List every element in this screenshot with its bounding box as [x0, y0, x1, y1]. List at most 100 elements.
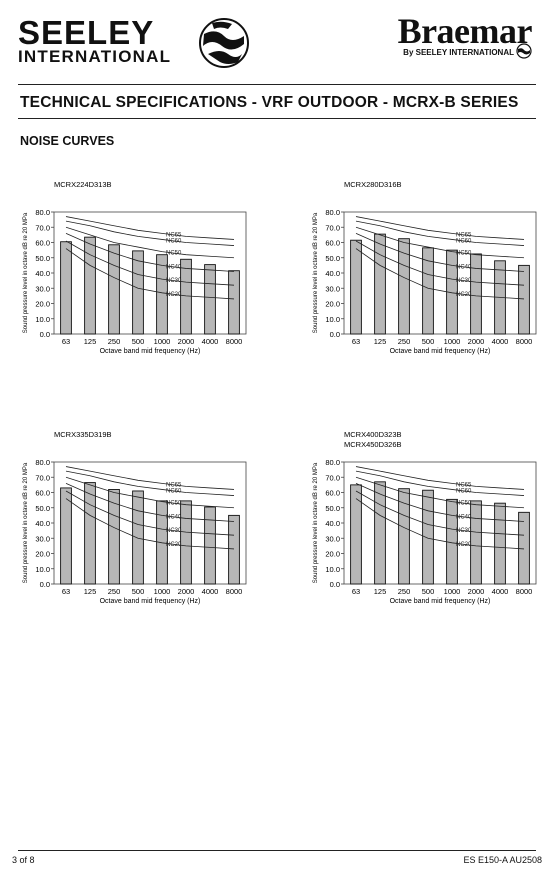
bar [108, 489, 120, 585]
x-tick-label: 2000 [468, 587, 485, 596]
x-tick-label: 8000 [516, 587, 533, 596]
nc-curve-label: NC60 [166, 238, 182, 244]
y-tick-label: 50.0 [35, 254, 50, 263]
title-rule [18, 118, 536, 119]
bar [84, 482, 96, 585]
y-tick-label: 40.0 [35, 269, 50, 278]
y-tick-label: 30.0 [325, 284, 340, 293]
y-tick-label: 10.0 [35, 315, 50, 324]
x-tick-label: 1000 [154, 587, 171, 596]
x-tick-label: 1000 [154, 337, 171, 346]
nc-curve [65, 226, 235, 259]
nc-curve [355, 490, 525, 536]
bar [350, 239, 362, 335]
bar [470, 500, 482, 585]
plot-frame [343, 211, 537, 335]
y-axis-label: Sound pressure level in octave dB re 20 … [313, 462, 319, 583]
nc-curve-label: NC40 [166, 514, 182, 520]
nc-curve [355, 240, 525, 286]
nc-curve-label: NC50 [456, 501, 472, 507]
y-tick-label: 40.0 [35, 519, 50, 528]
x-axis-label: Octave band mid frequency (Hz) [390, 348, 491, 355]
noise-chart-1-svg: MCRX224D313B 0.0 10.0 20.0 30.0 40.0 50.0 60.0 7… [23, 180, 247, 355]
x-tick-label: 4000 [492, 587, 509, 596]
x-tick-label: 8000 [516, 337, 533, 346]
chart-title: MCRX335D319B [54, 430, 112, 439]
x-tick-label: 2000 [468, 337, 485, 346]
y-tick-label: 10.0 [35, 565, 50, 574]
bar [374, 233, 386, 335]
nc-curve [65, 240, 235, 286]
y-tick-label: 40.0 [325, 519, 340, 528]
x-tick-label: 125 [84, 587, 97, 596]
header-rule [18, 84, 536, 85]
y-tick-label: 30.0 [325, 534, 340, 543]
nc-curve-label: NC30 [166, 278, 182, 284]
nc-curve [355, 482, 525, 522]
bar [518, 511, 530, 585]
bar [422, 489, 434, 585]
x-tick-label: 500 [132, 337, 145, 346]
chart-title-2: MCRX450D326B [344, 440, 402, 449]
nc-curve-label: NC50 [166, 251, 182, 257]
nc-curve-label: NC65 [456, 482, 472, 488]
y-axis-label: Sound pressure level in octave dB re 20 … [313, 212, 319, 333]
x-tick-label: 250 [108, 587, 121, 596]
bar [84, 236, 96, 335]
x-axis-label: Octave band mid frequency (Hz) [100, 598, 201, 605]
x-axis-label: Octave band mid frequency (Hz) [100, 348, 201, 355]
bar [228, 270, 240, 335]
nc-curve [65, 476, 235, 509]
noise-chart-3: MCRX335D319B 0.0 10.0 20.0 30.0 40.0 50.0 60.0 7… [18, 428, 258, 618]
bar [374, 481, 386, 585]
plot-frame [53, 211, 247, 335]
y-tick-label: 60.0 [325, 239, 340, 248]
seeley-logo-line2: INTERNATIONAL [18, 47, 172, 66]
nc-curve [65, 482, 235, 522]
y-tick-label: 50.0 [325, 254, 340, 263]
y-tick-label: 30.0 [35, 284, 50, 293]
bar [422, 247, 434, 335]
y-tick-label: 10.0 [325, 565, 340, 574]
nc-curve [65, 466, 235, 490]
x-tick-label: 500 [422, 337, 435, 346]
y-tick-label: 80.0 [325, 458, 340, 467]
y-tick-label: 80.0 [35, 458, 50, 467]
nc-curve [355, 220, 525, 246]
nc-curve [355, 470, 525, 496]
x-tick-label: 250 [398, 587, 411, 596]
bar [132, 250, 144, 335]
page-number: 3 of 8 [12, 855, 35, 865]
nc-curve [355, 232, 525, 272]
nc-curve-label: NC40 [456, 514, 472, 520]
noise-chart-2-svg: MCRX280D316B 0.0 10.0 20.0 30.0 40.0 50.0 60.0 7… [313, 180, 537, 355]
nc-curve [65, 232, 235, 272]
y-tick-label: 60.0 [325, 489, 340, 498]
nc-curve-label: NC20 [166, 292, 182, 298]
x-tick-label: 125 [84, 337, 97, 346]
x-tick-label: 8000 [226, 587, 243, 596]
bar [470, 253, 482, 335]
y-tick-label: 50.0 [325, 504, 340, 513]
x-axis-label: Octave band mid frequency (Hz) [390, 598, 491, 605]
y-tick-label: 80.0 [35, 208, 50, 217]
nc-curve-label: NC65 [166, 232, 182, 238]
x-tick-label: 2000 [178, 587, 195, 596]
bar [132, 490, 144, 585]
bar [398, 238, 410, 335]
nc-curve [355, 248, 525, 300]
nc-curve-label: NC20 [456, 292, 472, 298]
braemar-logo: Braemar By SEELEY INTERNATIONAL [398, 12, 533, 59]
bar [180, 500, 192, 585]
bar [518, 264, 530, 335]
nc-curve-label: NC50 [166, 501, 182, 507]
nc-curve-label: NC65 [166, 482, 182, 488]
bar [494, 502, 506, 585]
x-tick-label: 125 [374, 587, 387, 596]
nc-curve [65, 498, 235, 550]
x-tick-label: 63 [352, 587, 360, 596]
nc-curve-label: NC40 [166, 264, 182, 270]
bar [204, 506, 216, 585]
y-tick-label: 20.0 [325, 550, 340, 559]
